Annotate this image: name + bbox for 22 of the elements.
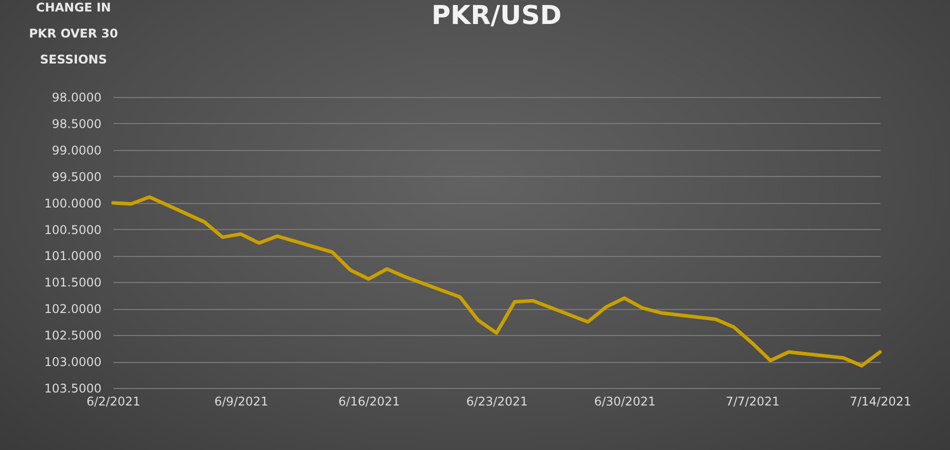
x-tick-label: 6/9/2021 — [214, 394, 268, 408]
x-tick-label: 6/30/2021 — [594, 394, 656, 408]
y-tick-label: 100.5000 — [44, 222, 102, 237]
y-tick-label: 103.5000 — [44, 382, 102, 396]
x-tick-label: 6/2/2021 — [86, 394, 140, 408]
x-tick-label: 7/14/2021 — [850, 394, 912, 408]
x-tick-label: 6/16/2021 — [338, 394, 400, 408]
y-tick-label: 103.0000 — [44, 355, 102, 370]
y-tick-label: 98.5000 — [52, 116, 102, 131]
x-tick-label: 7/7/2021 — [726, 394, 780, 408]
y-tick-label: 101.0000 — [44, 249, 102, 264]
line-series — [111, 195, 882, 368]
y-tick-label: 102.5000 — [44, 328, 102, 343]
y-tick-label: 99.5000 — [52, 170, 102, 184]
y-axis-title: CHANGE IN PKR OVER 30 SESSIONS — [29, 0, 118, 66]
y-tick-label: 101.5000 — [44, 276, 102, 290]
y-tick-label: 100.0000 — [44, 196, 102, 210]
x-tick-label: 6/23/2021 — [466, 394, 528, 408]
y-tick-label: 102.0000 — [44, 302, 102, 316]
y-tick-label: 98.0000 — [52, 90, 102, 104]
y-tick-label: 99.0000 — [52, 143, 102, 158]
chart-title: PKR/USD — [431, 1, 562, 31]
